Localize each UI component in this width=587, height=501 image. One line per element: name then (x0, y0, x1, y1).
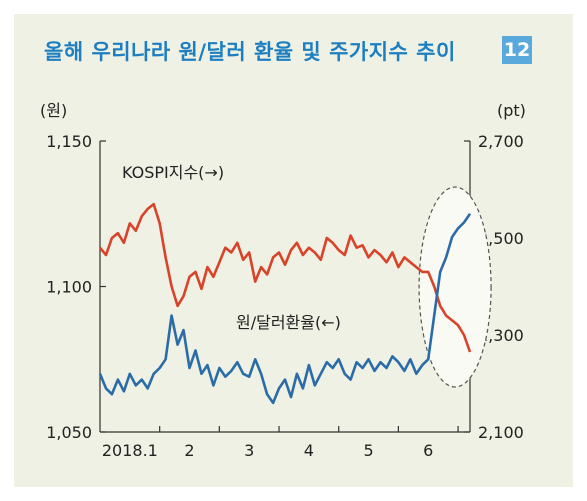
kospi-series-line (98, 202, 472, 353)
left-axis-unit: (원) (40, 101, 67, 120)
fx-rate-series-line (98, 213, 472, 405)
x-tick-label: 6 (423, 441, 433, 460)
right-tick-label: 2,500 (478, 229, 524, 248)
fx-rate-series-label: 원/달러환율(←) (236, 313, 341, 332)
x-tick-label: 4 (304, 441, 314, 460)
right-axis-unit: (pt) (497, 101, 526, 120)
x-tick-label: 2018.1 (102, 441, 158, 460)
right-tick-label: 2,100 (478, 423, 524, 442)
x-tick-label: 2 (184, 441, 194, 460)
left-tick-label: 1,050 (46, 423, 92, 442)
right-tick-label: 2,700 (478, 132, 524, 151)
left-tick-label: 1,150 (46, 132, 92, 151)
figure-number-badge: 12 (502, 36, 532, 64)
chart-title: 올해 우리나라 원/달러 환율 및 주가지수 추이 (44, 40, 456, 64)
highlight-ellipse (418, 186, 492, 388)
x-tick-label: 5 (363, 441, 373, 460)
x-tick-label: 3 (244, 441, 254, 460)
kospi-series-label: KOSPI지수(→) (122, 163, 224, 182)
right-tick-label: 2,300 (478, 326, 524, 345)
series-lines (98, 186, 492, 405)
left-tick-label: 1,100 (46, 278, 92, 297)
series-labels: KOSPI지수(→) 원/달러환율(←) (122, 163, 341, 332)
axes: 1,150 1,100 1,050 (원) 2,700 2,500 2,300 2,100 (p… (40, 101, 526, 460)
